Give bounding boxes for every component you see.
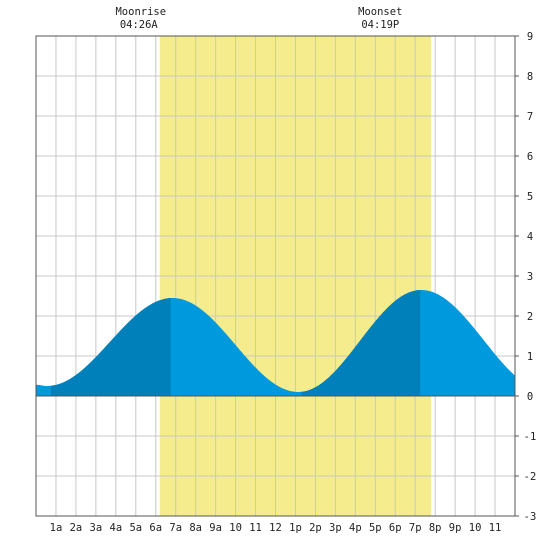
x-tick-label-11: 11 (249, 522, 262, 534)
x-tick-label-7a: 7a (169, 522, 182, 534)
x-tick-label-5a: 5a (129, 522, 142, 534)
y-tick-label--2: -2 (524, 471, 537, 483)
grid (36, 35, 515, 517)
x-tick-label-6p: 6p (389, 522, 402, 534)
y-tick-label-5: 5 (527, 191, 533, 203)
x-tick-label-9a: 9a (209, 522, 222, 534)
x-tick-label-4a: 4a (110, 522, 123, 534)
y-tick-label--3: -3 (524, 511, 537, 523)
moonset-label: Moonset (358, 6, 402, 18)
y-tick-label-3: 3 (527, 271, 533, 283)
x-tick-label-3p: 3p (329, 522, 342, 534)
x-tick-label-5p: 5p (369, 522, 382, 534)
x-tick-label-7p: 7p (409, 522, 422, 534)
y-tick-label-4: 4 (527, 231, 533, 243)
y-axis: -3 -2 -1 0 1 2 3 4 5 6 7 8 9 (515, 31, 536, 523)
x-tick-label-11: 11 (489, 522, 502, 534)
y-tick-label-6: 6 (527, 151, 533, 163)
x-tick-label-8a: 8a (189, 522, 202, 534)
tide-area-dark-1 (50, 298, 171, 396)
x-tick-label-10: 10 (469, 522, 482, 534)
x-tick-label-9p: 9p (449, 522, 462, 534)
x-tick-label-8p: 8p (429, 522, 442, 534)
y-tick-label-2: 2 (527, 311, 533, 323)
x-tick-label-4p: 4p (349, 522, 362, 534)
y-tick-label-7: 7 (527, 111, 533, 123)
y-tick-label-1: 1 (527, 351, 533, 363)
moonrise-time: 04:26A (120, 19, 159, 31)
x-tick-label-1p: 1p (289, 522, 302, 534)
y-tick-label-0: 0 (527, 391, 533, 403)
x-tick-label-10: 10 (229, 522, 242, 534)
y-tick-label--1: -1 (524, 431, 537, 443)
y-tick-label-8: 8 (527, 71, 533, 83)
x-tick-label-1a: 1a (50, 522, 63, 534)
x-axis: 1a 2a 3a 4a 5a 6a 7a 8a 9a 10 11 12 1p 2p 3p 4p 5p 6p 7p 8p… (50, 522, 502, 534)
tide-area-dark-2 (301, 290, 421, 396)
x-tick-label-2a: 2a (70, 522, 83, 534)
x-tick-label-6a: 6a (149, 522, 162, 534)
x-tick-label-12: 12 (269, 522, 282, 534)
x-tick-label-3a: 3a (90, 522, 103, 534)
x-tick-label-2p: 2p (309, 522, 322, 534)
moonrise-label: Moonrise (115, 6, 166, 18)
moonset-time: 04:19P (361, 19, 399, 31)
y-tick-label-9: 9 (527, 31, 533, 43)
tide-area (36, 290, 515, 396)
